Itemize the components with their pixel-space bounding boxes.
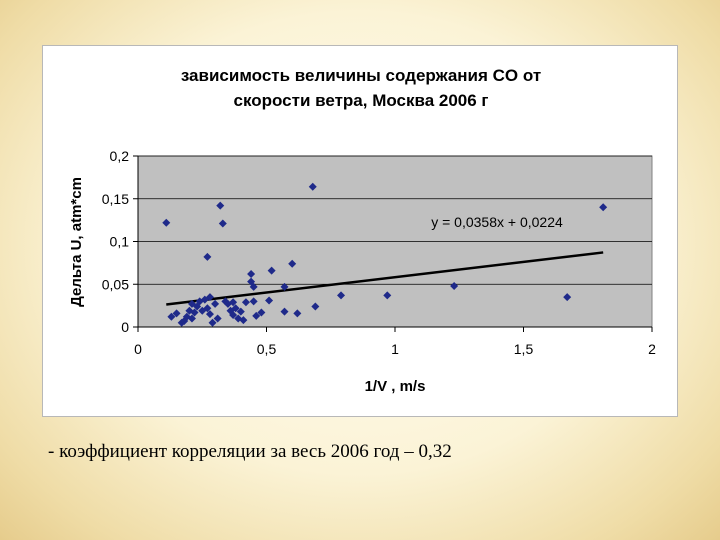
trendline-equation: y = 0,0358x + 0,0224 [431,214,563,230]
data-point [218,219,227,228]
data-point [172,309,181,318]
data-point [280,307,289,316]
data-point [563,293,572,302]
data-point [229,298,238,307]
data-point [203,304,212,313]
data-point [239,316,248,325]
x-axis-label: 1/V , m/s [365,378,426,395]
data-point [337,291,346,300]
data-point [236,307,245,316]
y-tick-label: 0,2 [110,148,130,164]
data-point [267,266,276,275]
data-point [288,259,297,268]
y-axis-label: Дельта U, atm*cm [68,177,85,307]
chart-title-line-2: скорости ветра, Москва 2006 г [234,91,489,110]
data-point [205,293,214,302]
grid-lines [138,155,652,285]
data-point [203,252,212,261]
data-point [311,302,320,311]
x-tick-label: 2 [648,341,656,357]
data-point [265,296,274,305]
trendline-group [166,251,604,306]
correlation-caption: - коэффициент корреляции за весь 2006 го… [48,441,452,462]
tick-labels: 0 0,05 0,1 0,15 0,2 0 0,5 1 1,5 2 [102,148,656,357]
trendline [166,251,604,306]
data-point [252,311,261,320]
data-point [308,182,317,191]
x-tick-label: 1,5 [514,341,534,357]
data-point [241,298,250,307]
scatter-chart: зависимость величины содержания CO от ск… [68,66,656,395]
y-tick-label: 0,1 [110,234,130,250]
x-tick-label: 0,5 [257,341,277,357]
data-point [229,311,238,320]
data-point [450,281,459,290]
chart-panel: зависимость величины содержания CO от ск… [42,45,678,417]
data-point [211,299,220,308]
data-point [257,308,266,317]
data-point [216,201,225,210]
data-point [247,269,256,278]
y-tick-label: 0 [121,319,129,335]
data-point [190,308,199,317]
data-point [223,299,232,308]
x-tick-label: 1 [391,341,399,357]
data-point [249,297,258,306]
data-points [162,182,608,327]
y-tick-label: 0,05 [102,276,129,292]
data-point [293,309,302,318]
x-tick-label: 0 [134,341,142,357]
data-point [383,291,392,300]
axes [133,155,653,332]
data-point [187,314,196,323]
data-point [208,318,217,327]
y-tick-label: 0,15 [102,191,129,207]
data-point [205,310,214,319]
chart-title-line-1: зависимость величины содержания CO от [181,66,541,85]
data-point [231,304,240,313]
data-point [249,282,258,291]
data-point [167,312,176,321]
data-point [599,203,608,212]
data-point [213,314,222,323]
data-point [280,282,289,291]
data-point [162,218,171,227]
